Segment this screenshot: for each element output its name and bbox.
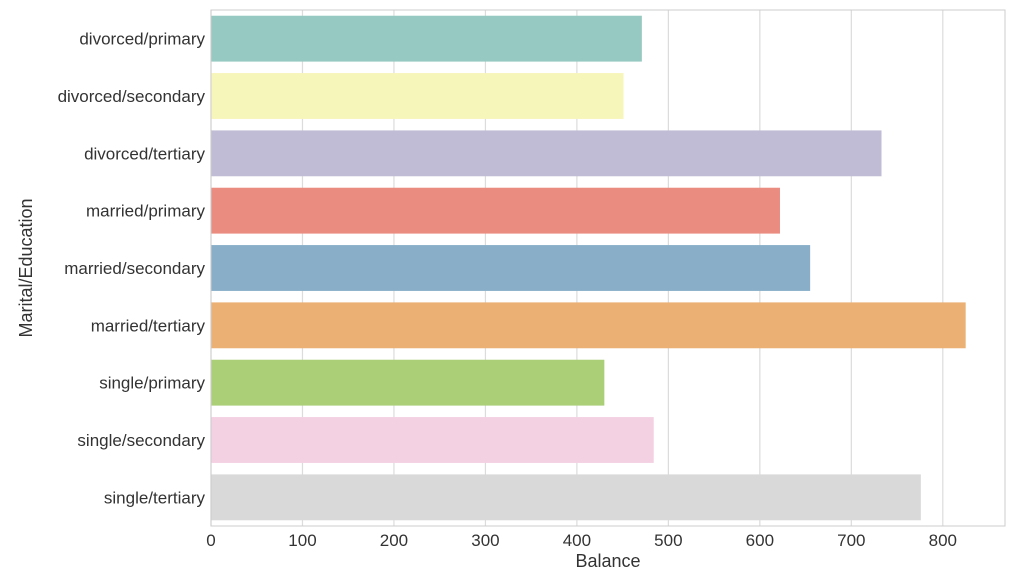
y-axis-label: Marital/Education <box>16 198 36 337</box>
bar-married-secondary <box>211 245 811 291</box>
bar-divorced-primary <box>211 15 642 62</box>
x-tick-label: 800 <box>929 531 957 550</box>
bar-divorced-secondary <box>211 73 624 119</box>
bar-married-primary <box>211 187 780 234</box>
bar-married-tertiary <box>211 302 966 349</box>
y-tick-label: single/secondary <box>77 431 205 450</box>
axis-layer: 0 100 200 300 400 500 600 700 800 divorced/primar… <box>58 9 1006 550</box>
x-tick-label: 400 <box>563 531 591 550</box>
bar-single-secondary <box>211 417 654 463</box>
y-tick-label: married/tertiary <box>91 316 206 335</box>
x-tick-label: 100 <box>288 531 316 550</box>
y-tick-label: married/primary <box>86 202 206 221</box>
y-tick-label: divorced/tertiary <box>84 144 205 163</box>
bar-divorced-tertiary <box>211 130 882 177</box>
x-tick-label: 200 <box>380 531 408 550</box>
y-tick-label: married/secondary <box>64 259 205 278</box>
x-tick-label: 500 <box>654 531 682 550</box>
bar-layer <box>211 15 966 521</box>
plot-frame <box>210 9 1006 527</box>
bar-single-tertiary <box>211 474 921 521</box>
x-tick-label: 0 <box>206 531 215 550</box>
y-tick-label: single/primary <box>99 374 205 393</box>
x-tick-label: 700 <box>837 531 865 550</box>
y-tick-label: divorced/secondary <box>58 87 206 106</box>
y-tick-label: single/tertiary <box>104 488 206 507</box>
y-tick-label: divorced/primary <box>79 30 205 49</box>
x-axis-label: Balance <box>575 551 640 571</box>
x-tick-label: 300 <box>471 531 499 550</box>
x-tick-label: 600 <box>746 531 774 550</box>
bar-single-primary <box>211 359 605 406</box>
